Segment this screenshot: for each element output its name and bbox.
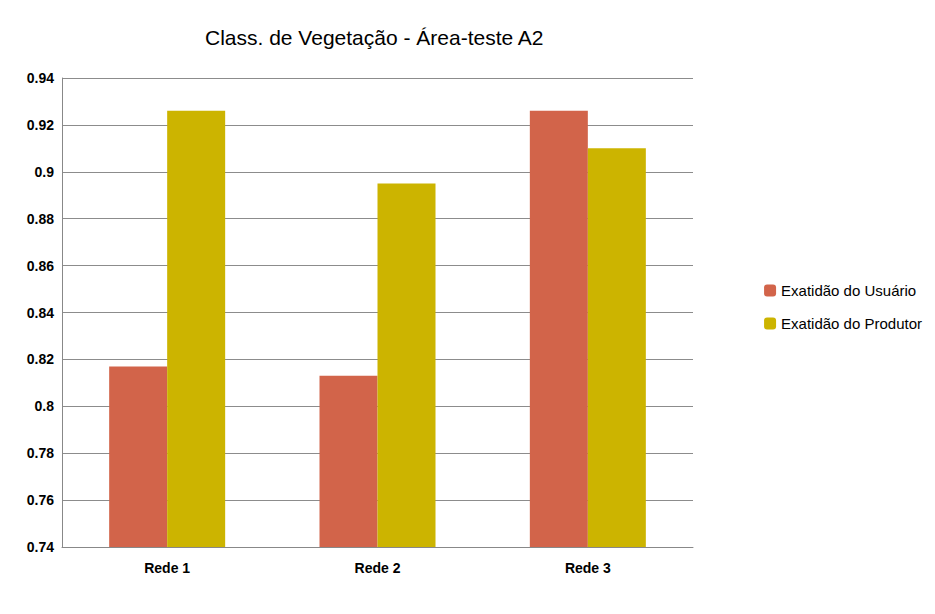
svg-text:0.74: 0.74 — [27, 539, 54, 555]
svg-text:Exatidão do Usuário: Exatidão do Usuário — [781, 282, 916, 299]
svg-text:0.86: 0.86 — [27, 258, 54, 274]
svg-text:Rede 2: Rede 2 — [355, 560, 401, 576]
svg-text:0.78: 0.78 — [27, 445, 54, 461]
svg-text:Rede 1: Rede 1 — [144, 560, 190, 576]
svg-text:0.8: 0.8 — [35, 398, 55, 414]
svg-text:0.94: 0.94 — [27, 70, 54, 86]
svg-text:0.92: 0.92 — [27, 117, 54, 133]
svg-text:Rede 3: Rede 3 — [565, 560, 611, 576]
svg-text:0.88: 0.88 — [27, 211, 54, 227]
svg-text:Class. de Vegetação - Área-tes: Class. de Vegetação - Área-teste A2 — [205, 26, 544, 49]
svg-text:Exatidão do Produtor: Exatidão do Produtor — [781, 315, 922, 332]
svg-text:0.76: 0.76 — [27, 492, 54, 508]
svg-text:0.82: 0.82 — [27, 351, 54, 367]
svg-text:0.9: 0.9 — [35, 164, 55, 180]
svg-text:0.84: 0.84 — [27, 305, 54, 321]
